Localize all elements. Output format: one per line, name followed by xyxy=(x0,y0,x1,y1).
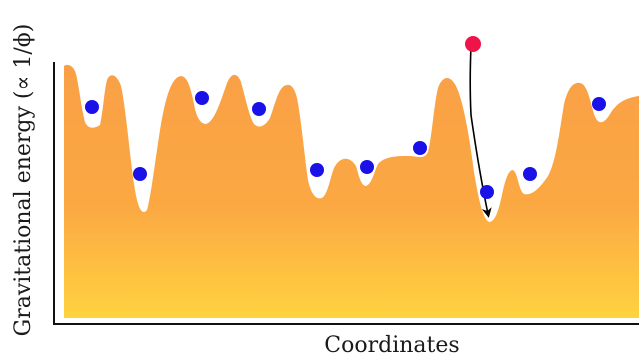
energy-landscape-area xyxy=(64,64,639,319)
falling-ball xyxy=(465,36,481,52)
minimum-ball xyxy=(85,100,99,114)
minimum-ball xyxy=(133,167,147,181)
minimum-ball xyxy=(523,167,537,181)
x-axis-label: Coordinates xyxy=(324,333,459,356)
minimum-ball xyxy=(252,102,266,116)
minima-balls xyxy=(85,91,606,199)
minimum-ball xyxy=(592,97,606,111)
minimum-ball xyxy=(310,163,324,177)
minimum-ball xyxy=(413,141,427,155)
y-axis-label: Gravitational energy (∝ 1/ϕ) xyxy=(11,24,36,337)
minimum-ball xyxy=(360,160,374,174)
minimum-ball xyxy=(195,91,209,105)
minimum-ball xyxy=(480,185,494,199)
